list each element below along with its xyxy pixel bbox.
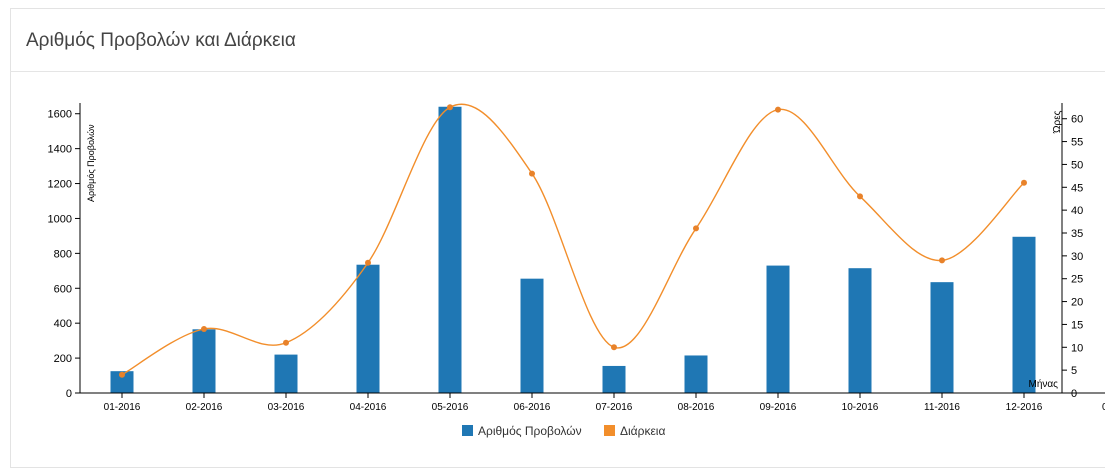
- duration-point-08-2016: [693, 225, 699, 232]
- x-tick-label: 07-2016: [596, 402, 633, 413]
- y2-tick-label: 20: [1071, 297, 1083, 309]
- bar-02-2016: [192, 329, 216, 393]
- title-divider: [10, 71, 1105, 72]
- x-tick-label: 09-2016: [760, 402, 797, 413]
- y2-tick-label: 35: [1071, 228, 1083, 240]
- y2-tick-label: 30: [1071, 251, 1083, 263]
- legend-label-duration: Διάρκεια: [620, 424, 665, 438]
- legend-label-views: Αριθμός Προβολών: [478, 424, 582, 438]
- y-tick-label: 400: [54, 318, 72, 330]
- y2-tick-label: 15: [1071, 319, 1083, 331]
- duration-point-03-2016: [283, 339, 289, 346]
- x-tick-label: 05-2016: [432, 402, 469, 413]
- x-axis-label: Μήνας: [1029, 378, 1059, 390]
- y2-axis-label: Ώρες: [1052, 110, 1063, 134]
- bar-07-2016: [602, 365, 626, 393]
- y-tick-label: 1400: [48, 144, 72, 156]
- x-tick-label: 01-2: [1102, 402, 1105, 413]
- y2-tick-label: 0: [1071, 388, 1077, 400]
- y-tick-label: 600: [54, 283, 72, 295]
- x-tick-label: 01-2016: [104, 402, 141, 413]
- bar-03-2016: [274, 354, 298, 393]
- y-tick-label: 1200: [48, 179, 72, 191]
- bar-06-2016: [520, 278, 544, 393]
- duration-point-12-2016: [1021, 179, 1027, 186]
- duration-point-10-2016: [857, 193, 863, 200]
- y2-tick-label: 25: [1071, 274, 1083, 286]
- duration-point-05-2016: [447, 104, 453, 111]
- duration-point-01-2016: [119, 371, 125, 378]
- bar-05-2016: [438, 106, 462, 393]
- duration-line: [121, 103, 1025, 376]
- y2-tick-label: 10: [1071, 342, 1083, 354]
- y2-tick-label: 50: [1071, 159, 1083, 171]
- x-tick-label: 11-2016: [924, 402, 960, 413]
- bar-01-2016: [110, 371, 134, 393]
- duration-point-07-2016: [611, 344, 617, 351]
- y2-tick-label: 5: [1071, 365, 1077, 377]
- bar-04-2016: [356, 264, 380, 393]
- y-axis-label: Αριθμός Προβολών: [86, 124, 96, 202]
- y2-tick-label: 45: [1071, 182, 1083, 194]
- bar-09-2016: [766, 265, 790, 393]
- bar-12-2016: [1012, 236, 1036, 393]
- duration-point-02-2016: [201, 326, 207, 332]
- legend-swatch-duration: [604, 425, 615, 436]
- x-tick-label: 06-2016: [514, 402, 551, 413]
- bar-11-2016: [930, 282, 954, 393]
- duration-point-06-2016: [529, 170, 535, 177]
- duration-point-11-2016: [939, 257, 945, 264]
- y-tick-label: 1000: [48, 213, 72, 225]
- x-tick-label: 04-2016: [350, 402, 387, 413]
- y-tick-label: 1600: [48, 109, 72, 121]
- x-tick-label: 12-2016: [1006, 402, 1043, 413]
- x-tick-label: 10-2016: [842, 402, 879, 413]
- x-tick-label: 02-2016: [186, 402, 223, 413]
- y-tick-label: 800: [54, 248, 72, 260]
- bar-08-2016: [684, 355, 708, 393]
- y-tick-label: 0: [66, 388, 72, 400]
- y2-tick-label: 40: [1071, 205, 1083, 217]
- y-tick-label: 200: [54, 353, 72, 365]
- panel-title: Αριθμός Προβολών και Διάρκεια: [26, 30, 296, 51]
- y2-tick-label: 60: [1071, 114, 1083, 126]
- bar-10-2016: [848, 268, 872, 393]
- x-tick-label: 08-2016: [678, 402, 715, 413]
- y2-tick-label: 55: [1071, 137, 1083, 149]
- x-tick-label: 03-2016: [268, 402, 305, 413]
- duration-point-09-2016: [775, 106, 781, 113]
- legend-swatch-views: [462, 425, 473, 436]
- duration-point-04-2016: [365, 259, 371, 266]
